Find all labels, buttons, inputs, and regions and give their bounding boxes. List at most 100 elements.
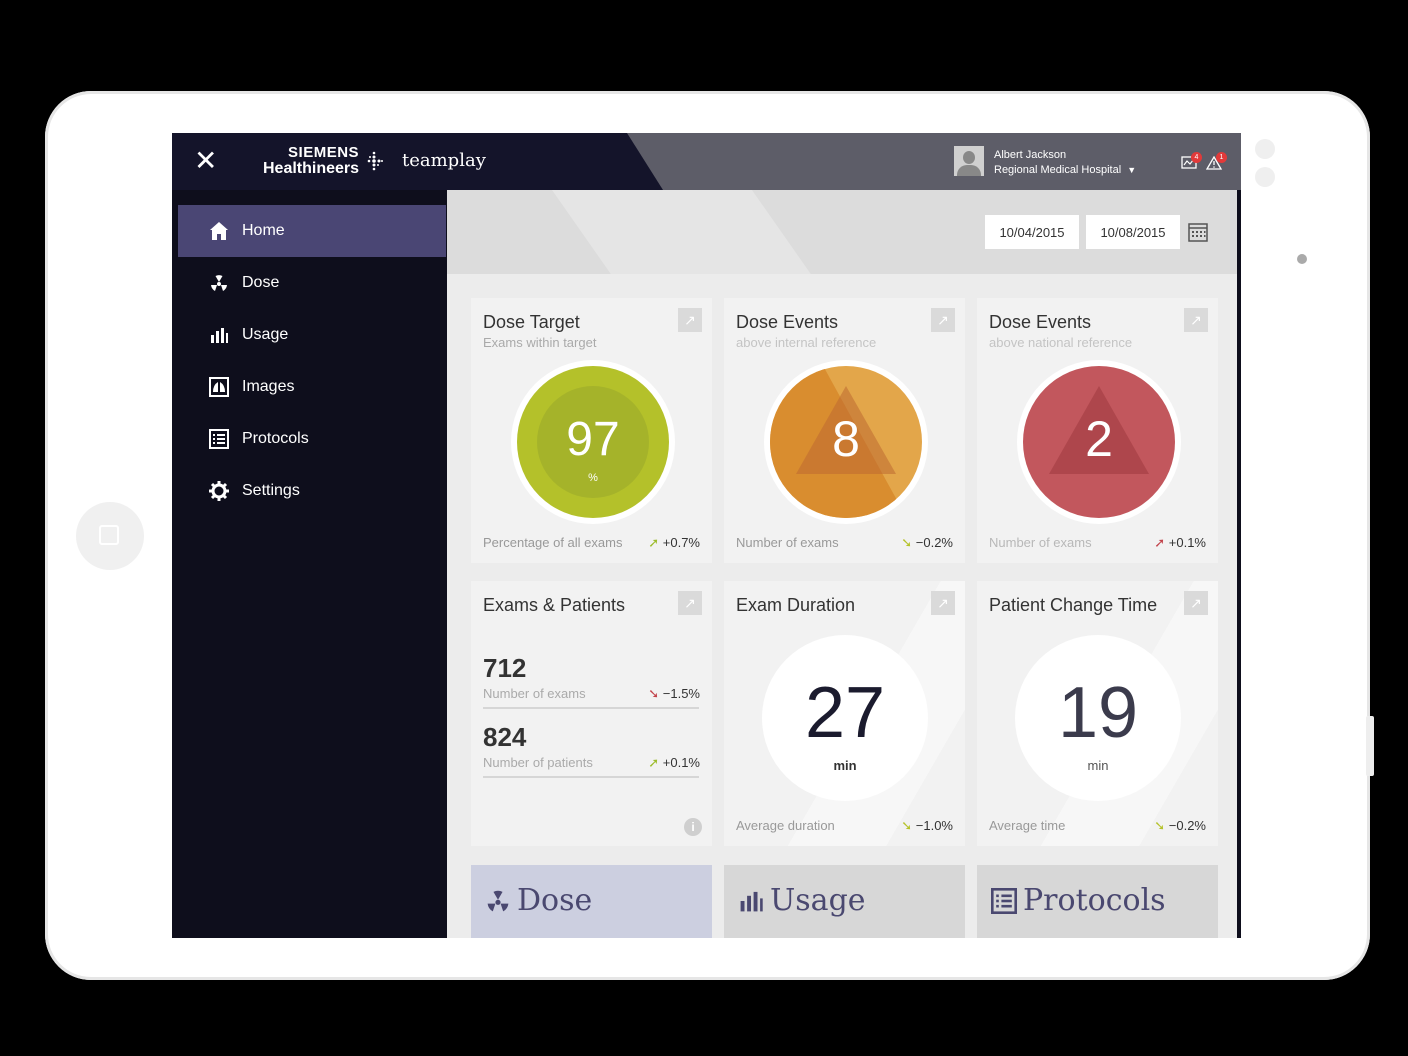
exam-duration-card[interactable]: Exam Duration ↗ 27 min Average duration … <box>724 581 965 846</box>
app-name: teamplay <box>402 150 486 171</box>
card-subtitle: Exams within target <box>483 335 597 350</box>
user-hospital: Regional Medical Hospital <box>994 164 1122 176</box>
gauge-unit: min <box>833 758 857 773</box>
tile-label: Protocols <box>1023 883 1166 918</box>
card-footer: Number of exams <box>989 535 1092 550</box>
patients-label: Number of patients <box>483 755 593 770</box>
dose-events-national-card[interactable]: Dose Events above national reference ↗ 2… <box>977 298 1218 563</box>
share-icon[interactable]: ↗ <box>931 308 955 332</box>
alerts-badge: 1 <box>1216 152 1227 163</box>
exam-duration-gauge: 27 min <box>762 635 928 801</box>
sidebar-item-home[interactable]: Home <box>178 205 446 257</box>
share-icon[interactable]: ↗ <box>678 308 702 332</box>
patient-change-time-card[interactable]: Patient Change Time ↗ 19 min Average tim… <box>977 581 1218 846</box>
share-icon[interactable]: ↗ <box>1184 591 1208 615</box>
trend-delta: ➘ −1.0% <box>901 818 953 833</box>
app-screen: ✕ SIEMENS Healthineers teamplay Albert J… <box>172 133 1241 938</box>
trend-delta: ➚ +0.1% <box>1154 535 1206 550</box>
patient-change-gauge: 19 min <box>1015 635 1181 801</box>
card-title: Dose Events <box>736 312 839 332</box>
sidebar-item-label: Protocols <box>242 430 309 447</box>
bar-chart-icon <box>208 324 230 346</box>
calendar-icon[interactable] <box>1188 222 1208 242</box>
sidebar-item-label: Dose <box>242 274 280 291</box>
sidebar-item-label: Usage <box>242 326 289 343</box>
brand-line2: Healthineers <box>263 160 360 177</box>
gear-icon <box>208 480 230 502</box>
tablet-sensor <box>1255 139 1275 159</box>
sidebar-item-usage[interactable]: Usage <box>178 309 446 361</box>
gauge-value: 19 <box>1057 673 1139 753</box>
dashboard: 10/04/2015 10/08/2015 Dose Target Exams … <box>447 190 1237 938</box>
tile-protocols[interactable]: Protocols <box>977 865 1218 938</box>
lungs-icon <box>208 376 230 398</box>
sidebar-item-dose[interactable]: Dose <box>178 257 446 309</box>
trend-up-icon: ➚ <box>648 535 663 550</box>
exams-patients-card[interactable]: Exams & Patients ↗ 712 Number of exams ➘… <box>471 581 712 846</box>
trend-delta: ➘ −1.5% <box>648 686 700 701</box>
card-footer: Average duration <box>736 818 835 833</box>
gauge-value: 2 <box>1085 411 1113 467</box>
divider <box>483 776 699 778</box>
tile-label: Dose <box>517 883 593 918</box>
dose-target-card[interactable]: Dose Target Exams within target ↗ 97 % P… <box>471 298 712 563</box>
list-icon <box>208 428 230 450</box>
trend-down-icon: ➘ <box>901 818 916 833</box>
dose-target-gauge: 97 % <box>511 360 675 524</box>
close-icon[interactable]: ✕ <box>194 145 218 176</box>
trend-delta: ➘ −0.2% <box>1154 818 1206 833</box>
share-icon[interactable]: ↗ <box>1184 308 1208 332</box>
alert-icon[interactable] <box>1206 156 1222 170</box>
exams-count: 712 <box>483 653 527 683</box>
tablet-side-button <box>1366 716 1374 776</box>
share-icon[interactable]: ↗ <box>931 591 955 615</box>
siemens-healthineers-logo: SIEMENS Healthineers <box>263 145 359 177</box>
info-icon[interactable]: i <box>684 818 702 836</box>
tile-dose[interactable]: Dose <box>471 865 712 938</box>
tile-usage[interactable]: Usage <box>724 865 965 938</box>
tablet-camera <box>1297 254 1307 264</box>
card-title: Exams & Patients <box>483 595 626 615</box>
share-icon[interactable]: ↗ <box>678 591 702 615</box>
date-to-field[interactable]: 10/08/2015 <box>1086 215 1180 249</box>
radiation-icon <box>208 272 230 294</box>
sidebar-item-settings[interactable]: Settings <box>178 465 446 517</box>
trend-down-icon: ➘ <box>648 686 663 701</box>
tablet-sensor <box>1255 167 1275 187</box>
card-footer: Percentage of all exams <box>483 535 623 550</box>
date-from-field[interactable]: 10/04/2015 <box>985 215 1079 249</box>
avatar[interactable] <box>954 146 984 176</box>
brand-dots-icon <box>367 151 383 171</box>
gauge-value: 27 <box>804 673 886 753</box>
card-footer: Number of exams <box>736 535 839 550</box>
card-title: Dose Events <box>989 312 1092 332</box>
sidebar-item-label: Images <box>242 378 295 395</box>
user-menu[interactable]: Albert Jackson Regional Medical Hospital… <box>994 148 1136 178</box>
home-icon <box>208 220 230 242</box>
trend-up-icon: ➚ <box>1154 535 1169 550</box>
sidebar-item-label: Home <box>242 222 285 239</box>
card-title: Dose Target <box>483 312 580 332</box>
card-title: Exam Duration <box>736 595 856 615</box>
sidebar-item-images[interactable]: Images <box>178 361 446 413</box>
dose-events-internal-gauge: 8 <box>764 360 928 524</box>
sidebar: Home Dose Usage I <box>178 205 446 938</box>
card-subtitle: above internal reference <box>736 335 877 350</box>
card-title: Patient Change Time <box>989 595 1158 615</box>
trend-delta: ➘ −0.2% <box>901 535 953 550</box>
user-name: Albert Jackson <box>994 149 1067 161</box>
list-icon <box>991 887 1017 914</box>
radiation-icon <box>485 888 511 914</box>
tile-label: Usage <box>770 883 866 918</box>
trend-down-icon: ➘ <box>901 535 916 550</box>
brand-line1: SIEMENS <box>288 144 360 161</box>
sidebar-item-label: Settings <box>242 482 300 499</box>
gauge-value: 8 <box>832 411 860 467</box>
sidebar-item-protocols[interactable]: Protocols <box>178 413 446 465</box>
bar-chart-icon <box>738 888 764 914</box>
dose-events-internal-card[interactable]: Dose Events above internal reference ↗ 8… <box>724 298 965 563</box>
exams-label: Number of exams <box>483 686 586 701</box>
chevron-down-icon: ▼ <box>1127 165 1137 175</box>
card-footer: Average time <box>989 818 1066 833</box>
tablet-home-button[interactable] <box>76 502 144 570</box>
